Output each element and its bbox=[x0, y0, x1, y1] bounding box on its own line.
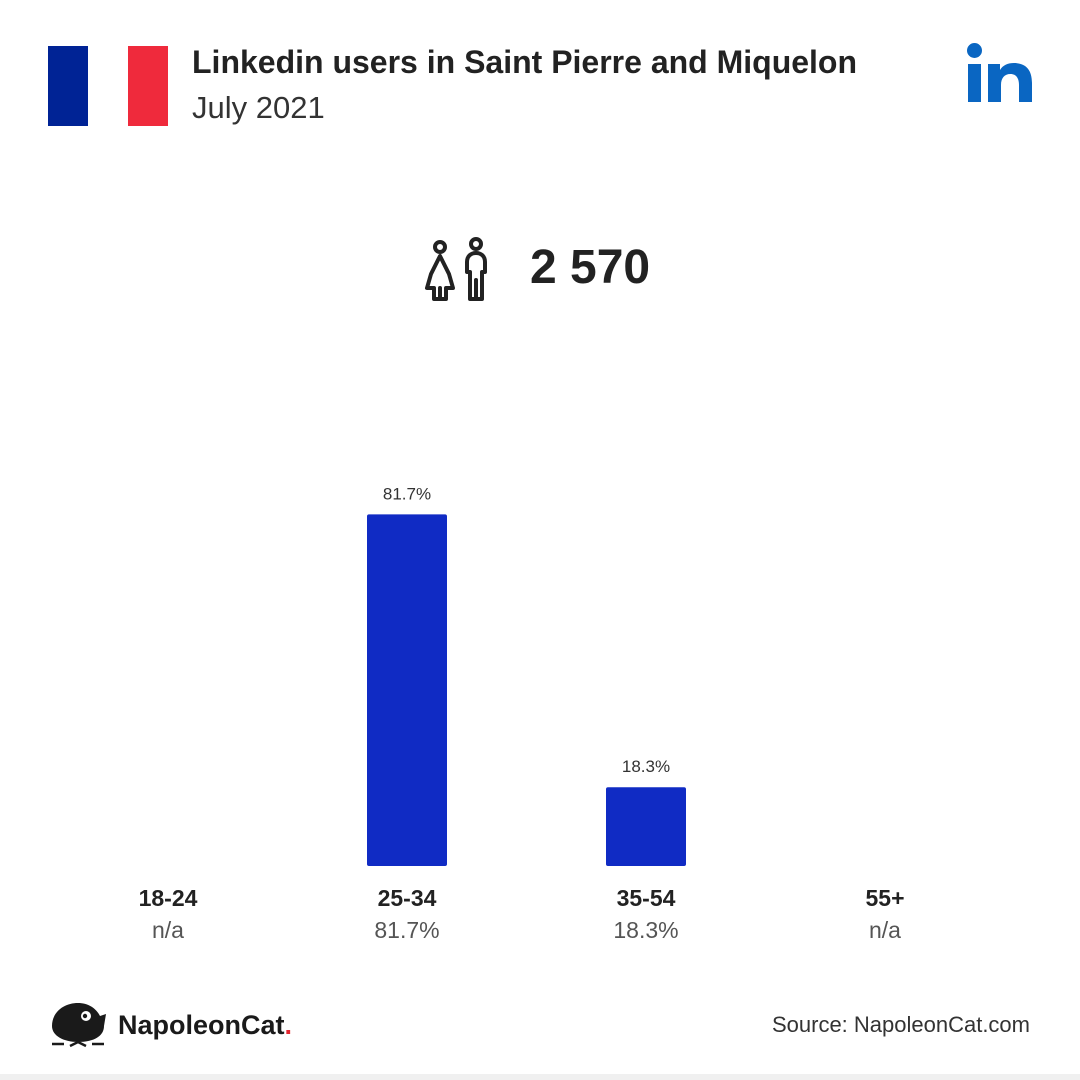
category-label-55+: 55+ bbox=[865, 885, 904, 911]
value-label-35-54: 18.3% bbox=[613, 917, 678, 943]
value-label-25-34: 81.7% bbox=[374, 917, 439, 943]
chart-title: Linkedin users in Saint Pierre and Mique… bbox=[192, 44, 858, 80]
people-icon bbox=[425, 237, 487, 301]
footer-brand-name: NapoleonCat bbox=[118, 1009, 285, 1040]
flag-stripe-white bbox=[88, 46, 128, 126]
value-label-55+: n/a bbox=[869, 917, 901, 943]
flag-stripe-red bbox=[128, 46, 168, 126]
category-label-18-24: 18-24 bbox=[139, 885, 198, 911]
bar-label-35-54: 18.3% bbox=[622, 757, 670, 776]
source-text: Source: NapoleonCat.com bbox=[771, 1012, 1030, 1037]
chart-date: July 2021 bbox=[192, 90, 325, 125]
footer-brand-dot: . bbox=[284, 1009, 293, 1040]
linkedin-icon bbox=[967, 43, 1032, 102]
country-flag bbox=[48, 46, 168, 126]
bar-label-25-34: 81.7% bbox=[383, 484, 431, 503]
total-users-value: 2 570 bbox=[530, 241, 651, 294]
flag-stripe-blue bbox=[48, 46, 88, 126]
category-label-35-54: 35-54 bbox=[617, 885, 676, 911]
cat-logo-icon bbox=[52, 1003, 106, 1048]
bottom-band bbox=[0, 1074, 1080, 1080]
category-label-25-34: 25-34 bbox=[378, 885, 437, 911]
bar-35-54 bbox=[606, 787, 686, 866]
bar-25-34 bbox=[367, 514, 447, 866]
napoleoncat-logo: NapoleonCat. bbox=[48, 1000, 292, 1050]
value-label-18-24: n/a bbox=[152, 917, 184, 943]
